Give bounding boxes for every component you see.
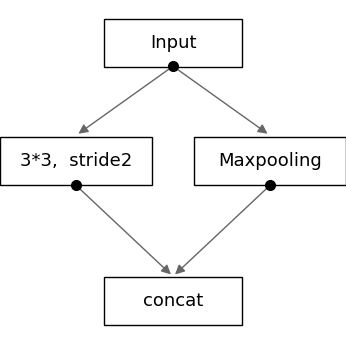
Text: Input: Input [150, 34, 196, 52]
Bar [194, 137, 346, 185]
Bar [104, 19, 242, 67]
Text: 3*3,  stride2: 3*3, stride2 [20, 152, 132, 170]
Text: Maxpooling: Maxpooling [218, 152, 322, 170]
Text: concat: concat [143, 292, 203, 310]
Bar [0, 137, 152, 185]
Bar [104, 276, 242, 325]
